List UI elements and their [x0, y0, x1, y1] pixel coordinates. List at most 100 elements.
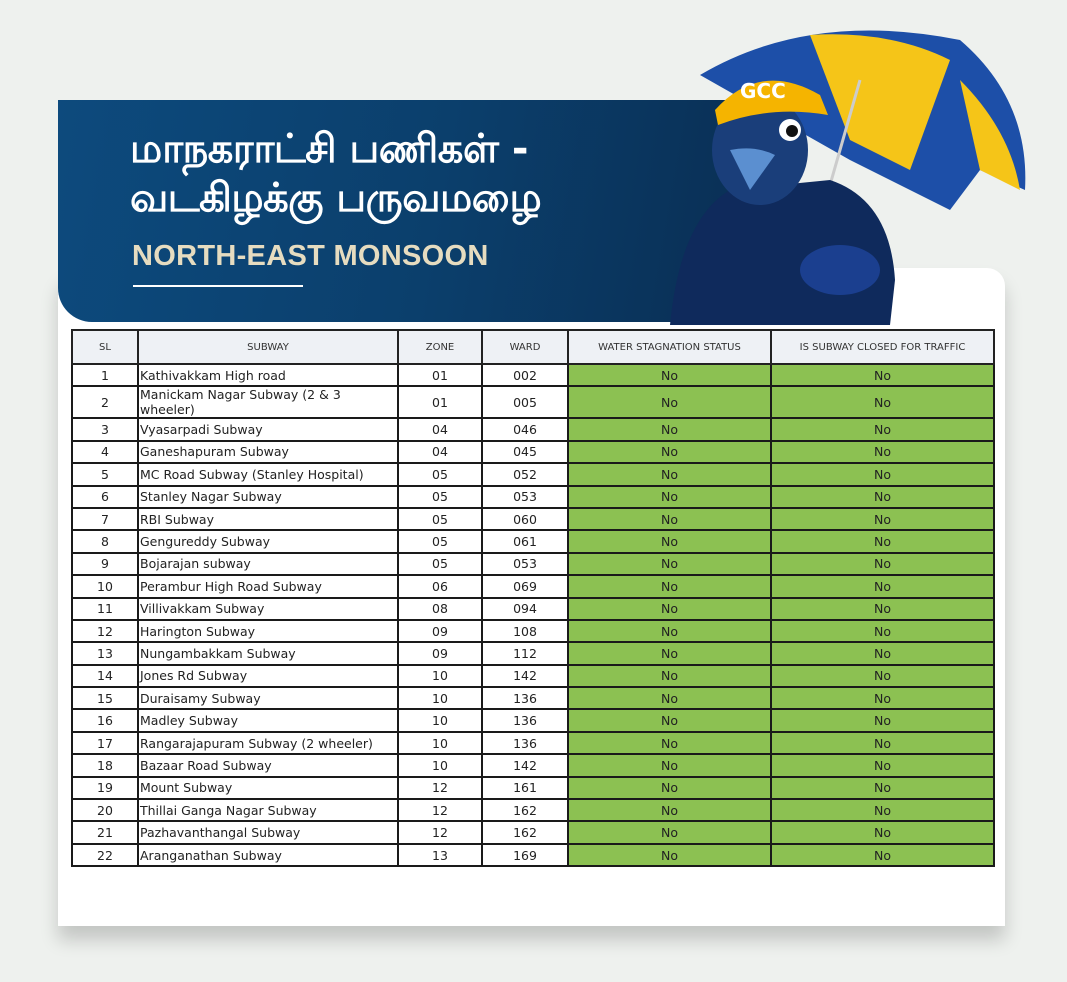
closed-for-traffic-cell: No	[770, 417, 995, 442]
column-header: IS SUBWAY CLOSED FOR TRAFFIC	[770, 329, 995, 365]
table-row: 20 Thillai Ganga Nagar Subway 12 162 No No	[71, 798, 995, 823]
closed-for-traffic-cell: No	[770, 596, 995, 621]
subtitle: NORTH-EAST MONSOON	[132, 240, 489, 272]
subway-name-cell: Stanley Nagar Subway	[137, 484, 399, 509]
water-stagnation-cell: No	[567, 385, 772, 420]
subway-name-cell: Nungambakkam Subway	[137, 641, 399, 666]
tamil-title-line2: வடகிழக்கு பருவமழை	[130, 175, 542, 221]
table-row: 6 Stanley Nagar Subway 05 053 No No	[71, 484, 995, 509]
column-header: SUBWAY	[137, 329, 399, 365]
mascot-with-umbrella-icon: GCC	[670, 30, 1026, 325]
table-row: 9 Bojarajan subway 05 053 No No	[71, 551, 995, 577]
closed-for-traffic-cell: No	[770, 506, 995, 532]
table-row: 16 Madley Subway 10 136 No No	[71, 708, 995, 733]
sl-cell: 13	[71, 641, 139, 666]
zone-cell: 12	[397, 820, 483, 845]
sl-cell: 2	[71, 385, 139, 420]
closed-for-traffic-cell: No	[770, 842, 995, 868]
table-header-row: SL SUBWAY ZONE WARD WATER STAGNATION STATUS I…	[71, 329, 995, 365]
closed-for-traffic-cell: No	[770, 730, 995, 756]
water-stagnation-cell: No	[567, 618, 772, 644]
closed-for-traffic-cell: No	[770, 551, 995, 577]
ward-cell: 094	[481, 596, 569, 621]
closed-for-traffic-cell: No	[770, 362, 995, 388]
table-row: 22 Aranganathan Subway 13 169 No No	[71, 842, 995, 868]
water-stagnation-cell: No	[567, 686, 772, 711]
ward-cell: 053	[481, 551, 569, 577]
zone-cell: 09	[397, 641, 483, 666]
ward-cell: 136	[481, 730, 569, 756]
sl-cell: 16	[71, 708, 139, 733]
closed-for-traffic-cell: No	[770, 439, 995, 465]
sl-cell: 12	[71, 618, 139, 644]
sl-cell: 1	[71, 362, 139, 388]
water-stagnation-cell: No	[567, 708, 772, 733]
ward-cell: 112	[481, 641, 569, 666]
subway-name-cell: MC Road Subway (Stanley Hospital)	[137, 462, 399, 487]
zone-cell: 10	[397, 753, 483, 778]
table-row: 11 Villivakkam Subway 08 094 No No	[71, 596, 995, 621]
closed-for-traffic-cell: No	[770, 708, 995, 733]
ward-cell: 162	[481, 820, 569, 845]
ward-cell: 162	[481, 798, 569, 823]
water-stagnation-cell: No	[567, 362, 772, 388]
water-stagnation-cell: No	[567, 506, 772, 532]
zone-cell: 05	[397, 506, 483, 532]
zone-cell: 05	[397, 551, 483, 577]
closed-for-traffic-cell: No	[770, 462, 995, 487]
ward-cell: 069	[481, 574, 569, 599]
table-row: 1 Kathivakkam High road 01 002 No No	[71, 362, 995, 388]
divider	[133, 285, 303, 287]
zone-cell: 10	[397, 663, 483, 689]
zone-cell: 10	[397, 730, 483, 756]
table-row: 2 Manickam Nagar Subway (2 & 3 wheeler) 01…	[71, 385, 995, 420]
closed-for-traffic-cell: No	[770, 385, 995, 420]
tamil-title-line1: மாநகராட்சி பணிகள் -	[130, 126, 528, 172]
water-stagnation-cell: No	[567, 842, 772, 868]
ward-cell: 108	[481, 618, 569, 644]
column-header: WARD	[481, 329, 569, 365]
ward-cell: 060	[481, 506, 569, 532]
table-row: 7 RBI Subway 05 060 No No	[71, 506, 995, 532]
sl-cell: 7	[71, 506, 139, 532]
zone-cell: 01	[397, 385, 483, 420]
water-stagnation-cell: No	[567, 641, 772, 666]
closed-for-traffic-cell: No	[770, 820, 995, 845]
sl-cell: 4	[71, 439, 139, 465]
ward-cell: 052	[481, 462, 569, 487]
subway-name-cell: Vyasarpadi Subway	[137, 417, 399, 442]
ward-cell: 061	[481, 529, 569, 554]
subway-name-cell: Mount Subway	[137, 775, 399, 801]
sl-cell: 8	[71, 529, 139, 554]
sl-cell: 3	[71, 417, 139, 442]
table-row: 4 Ganeshapuram Subway 04 045 No No	[71, 439, 995, 465]
water-stagnation-cell: No	[567, 753, 772, 778]
table-row: 21 Pazhavanthangal Subway 12 162 No No	[71, 820, 995, 845]
water-stagnation-cell: No	[567, 820, 772, 845]
table-row: 15 Duraisamy Subway 10 136 No No	[71, 686, 995, 711]
water-stagnation-cell: No	[567, 798, 772, 823]
subway-name-cell: Villivakkam Subway	[137, 596, 399, 621]
water-stagnation-cell: No	[567, 529, 772, 554]
closed-for-traffic-cell: No	[770, 574, 995, 599]
ward-cell: 142	[481, 663, 569, 689]
ward-cell: 136	[481, 686, 569, 711]
ward-cell: 169	[481, 842, 569, 868]
closed-for-traffic-cell: No	[770, 618, 995, 644]
subway-name-cell: Perambur High Road Subway	[137, 574, 399, 599]
subway-name-cell: Madley Subway	[137, 708, 399, 733]
closed-for-traffic-cell: No	[770, 686, 995, 711]
table-row: 14 Jones Rd Subway 10 142 No No	[71, 663, 995, 689]
subway-name-cell: Bojarajan subway	[137, 551, 399, 577]
zone-cell: 10	[397, 708, 483, 733]
closed-for-traffic-cell: No	[770, 663, 995, 689]
subway-status-table: SL SUBWAY ZONE WARD WATER STAGNATION STATUS I…	[71, 329, 995, 868]
closed-for-traffic-cell: No	[770, 484, 995, 509]
subway-name-cell: Harington Subway	[137, 618, 399, 644]
sl-cell: 6	[71, 484, 139, 509]
table-row: 3 Vyasarpadi Subway 04 046 No No	[71, 417, 995, 442]
table-row: 19 Mount Subway 12 161 No No	[71, 775, 995, 801]
water-stagnation-cell: No	[567, 574, 772, 599]
sl-cell: 17	[71, 730, 139, 756]
sl-cell: 11	[71, 596, 139, 621]
